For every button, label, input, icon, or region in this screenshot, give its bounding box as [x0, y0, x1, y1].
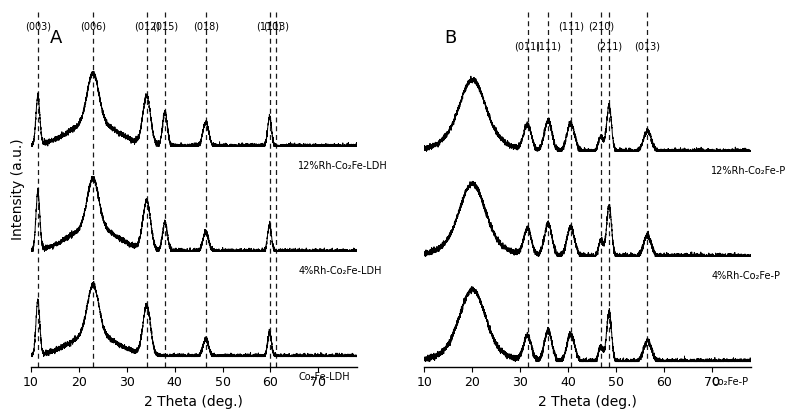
Text: (210): (210) — [587, 21, 614, 31]
Text: 12%Rh-Co₂Fe-P: 12%Rh-Co₂Fe-P — [711, 166, 786, 176]
Text: B: B — [444, 29, 456, 47]
Text: Co₂Fe-P: Co₂Fe-P — [711, 377, 747, 387]
Text: (111): (111) — [534, 41, 561, 51]
Text: (013): (013) — [634, 41, 659, 51]
Text: (211): (211) — [595, 41, 622, 51]
Text: (006): (006) — [80, 21, 106, 31]
Text: 4%Rh-Co₂Fe-P: 4%Rh-Co₂Fe-P — [711, 271, 780, 281]
Text: 12%Rh-Co₂Fe-LDH: 12%Rh-Co₂Fe-LDH — [298, 161, 387, 171]
Text: (015): (015) — [152, 21, 178, 31]
Text: (018): (018) — [192, 21, 218, 31]
Text: (003): (003) — [25, 21, 51, 31]
Text: Co₂Fe-LDH: Co₂Fe-LDH — [298, 372, 350, 382]
X-axis label: 2 Theta (deg.): 2 Theta (deg.) — [144, 395, 243, 409]
Text: (110): (110) — [256, 21, 282, 31]
Text: (113): (113) — [263, 21, 289, 31]
Text: (111): (111) — [557, 21, 583, 31]
Text: (011): (011) — [514, 41, 540, 51]
Y-axis label: Intensity (a.u.): Intensity (a.u.) — [11, 138, 25, 240]
Text: (012): (012) — [133, 21, 160, 31]
Text: 4%Rh-Co₂Fe-LDH: 4%Rh-Co₂Fe-LDH — [298, 266, 381, 276]
X-axis label: 2 Theta (deg.): 2 Theta (deg.) — [537, 395, 636, 409]
Text: A: A — [51, 29, 63, 47]
